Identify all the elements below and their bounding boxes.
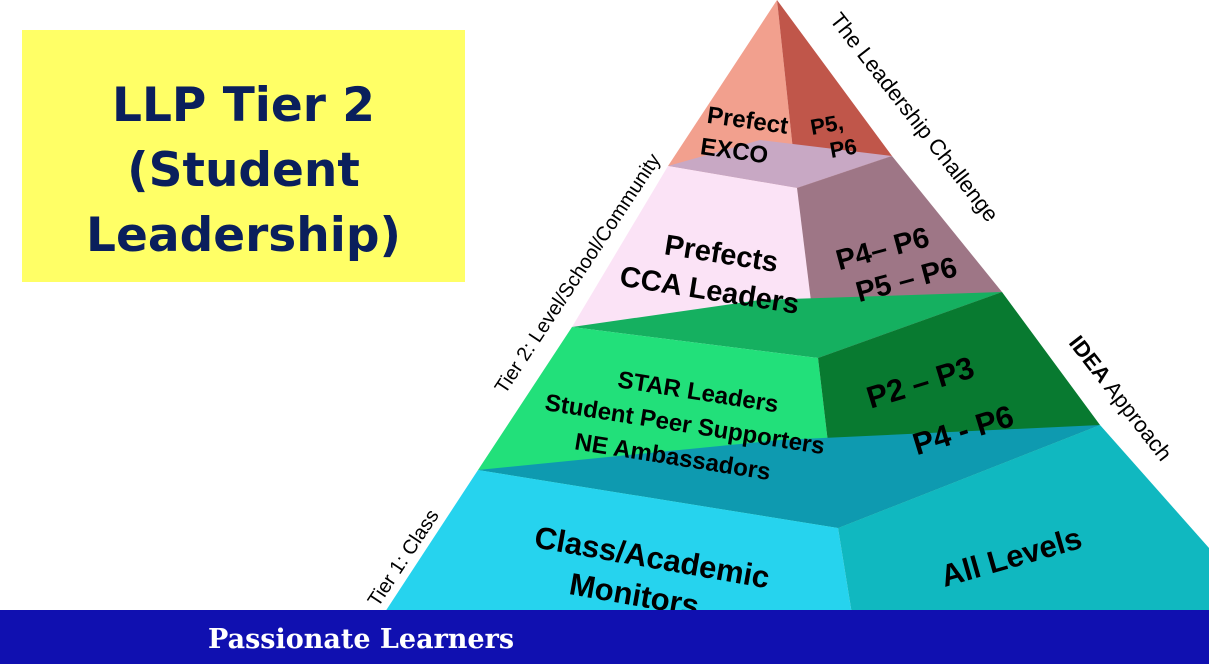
tier4-top-face xyxy=(478,425,1100,528)
title-line-2: (Student xyxy=(127,143,360,198)
tier1-side-label-1: P5, xyxy=(808,110,845,140)
tier1-side-label-2: P6 xyxy=(828,134,859,163)
footer-text: Passionate Learners xyxy=(208,624,515,655)
tier3-top-face xyxy=(572,292,1002,358)
title-box: LLP Tier 2 (Student Leadership) xyxy=(22,30,465,282)
tier4-side-face xyxy=(838,425,1209,664)
title-line-3: Leadership) xyxy=(86,208,401,263)
tier2-top-face xyxy=(668,140,892,188)
title-line-1: LLP Tier 2 xyxy=(112,78,375,133)
tier1-side-face xyxy=(777,0,892,188)
footer-bar: Passionate Learners xyxy=(0,610,1209,664)
